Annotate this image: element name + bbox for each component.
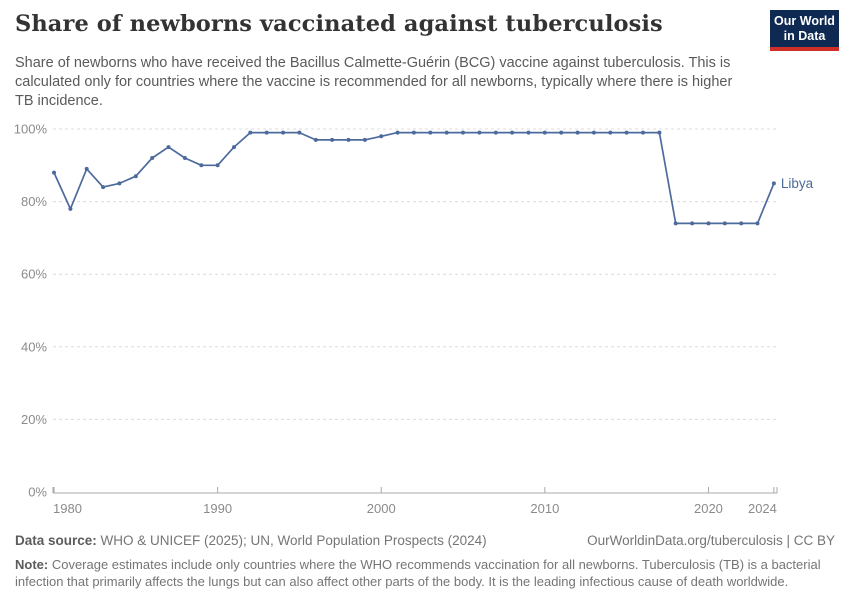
data-point[interactable] bbox=[297, 130, 302, 135]
data-point[interactable] bbox=[690, 221, 695, 226]
owid-cc-link[interactable]: OurWorldinData.org/tuberculosis | CC BY bbox=[587, 533, 835, 548]
data-point[interactable] bbox=[575, 130, 580, 135]
owid-logo-text: Our World in Data bbox=[774, 13, 835, 43]
note-label: Note: bbox=[15, 557, 49, 572]
datasource-label: Data source: bbox=[15, 533, 97, 548]
x-tick-label: 2024 bbox=[748, 501, 777, 516]
data-point[interactable] bbox=[150, 156, 155, 160]
data-point[interactable] bbox=[379, 134, 384, 139]
data-point[interactable] bbox=[52, 170, 56, 175]
data-point[interactable] bbox=[101, 185, 106, 190]
footer-datasource-row: Data source: WHO & UNICEF (2025); UN, Wo… bbox=[15, 533, 835, 548]
data-point[interactable] bbox=[542, 130, 547, 135]
data-point[interactable] bbox=[641, 130, 645, 135]
data-point[interactable] bbox=[313, 137, 318, 142]
series-end-label[interactable]: Libya bbox=[781, 176, 814, 191]
data-point[interactable] bbox=[755, 221, 760, 226]
x-tick-label: 2020 bbox=[694, 501, 723, 516]
data-point[interactable] bbox=[444, 130, 449, 135]
y-tick-label: 0% bbox=[28, 485, 47, 500]
data-point[interactable] bbox=[330, 137, 335, 142]
data-point[interactable] bbox=[657, 130, 662, 135]
data-point[interactable] bbox=[461, 130, 465, 135]
series-line-libya[interactable] bbox=[53, 131, 775, 225]
footer-note: Note: Coverage estimates include only co… bbox=[15, 556, 836, 590]
y-tick-label: 80% bbox=[21, 194, 47, 209]
x-tick-label: 2010 bbox=[530, 501, 559, 516]
data-point[interactable] bbox=[428, 130, 433, 135]
data-point[interactable] bbox=[771, 181, 776, 186]
data-point[interactable] bbox=[264, 130, 269, 135]
data-point[interactable] bbox=[706, 221, 711, 226]
data-point[interactable] bbox=[673, 221, 678, 226]
datasource-text: WHO & UNICEF (2025); UN, World Populatio… bbox=[96, 533, 487, 548]
data-point[interactable] bbox=[182, 156, 187, 160]
y-tick-label: 40% bbox=[21, 339, 47, 354]
data-point[interactable] bbox=[591, 130, 596, 135]
data-point[interactable] bbox=[232, 145, 236, 150]
data-point[interactable] bbox=[281, 130, 286, 135]
data-point[interactable] bbox=[117, 181, 122, 186]
y-tick-label: 20% bbox=[21, 412, 47, 427]
data-point[interactable] bbox=[739, 221, 744, 226]
data-point[interactable] bbox=[133, 174, 138, 179]
data-point[interactable] bbox=[166, 145, 171, 150]
page-title: Share of newborns vaccinated against tub… bbox=[15, 11, 663, 37]
data-point[interactable] bbox=[199, 163, 204, 168]
x-tick-label: 1990 bbox=[203, 501, 232, 516]
data-point[interactable] bbox=[608, 130, 613, 135]
data-point[interactable] bbox=[526, 130, 531, 135]
note-text: Coverage estimates include only countrie… bbox=[15, 557, 821, 589]
data-point[interactable] bbox=[84, 166, 89, 171]
owid-logo[interactable]: Our World in Data bbox=[770, 10, 839, 51]
data-point[interactable] bbox=[215, 163, 220, 168]
y-tick-label: 60% bbox=[21, 267, 47, 282]
data-point[interactable] bbox=[68, 206, 73, 211]
data-point[interactable] bbox=[411, 130, 416, 135]
data-point[interactable] bbox=[362, 137, 367, 142]
data-point[interactable] bbox=[722, 221, 727, 226]
data-point[interactable] bbox=[477, 130, 482, 135]
data-point[interactable] bbox=[248, 130, 253, 135]
data-point[interactable] bbox=[624, 130, 629, 135]
data-point[interactable] bbox=[346, 137, 351, 142]
x-tick-label: 1980 bbox=[53, 501, 82, 516]
data-point[interactable] bbox=[395, 130, 400, 135]
x-tick-label: 2000 bbox=[367, 501, 396, 516]
line-chart: 0% 20% 40% 60% 80% 100% 1980 1990 2000 2010 2020 20… bbox=[14, 122, 814, 517]
y-tick-label: 100% bbox=[14, 122, 48, 137]
data-point[interactable] bbox=[559, 130, 564, 135]
chart-subtitle: Share of newborns who have received the … bbox=[15, 55, 733, 109]
data-point[interactable] bbox=[510, 130, 515, 135]
data-point[interactable] bbox=[493, 130, 498, 135]
